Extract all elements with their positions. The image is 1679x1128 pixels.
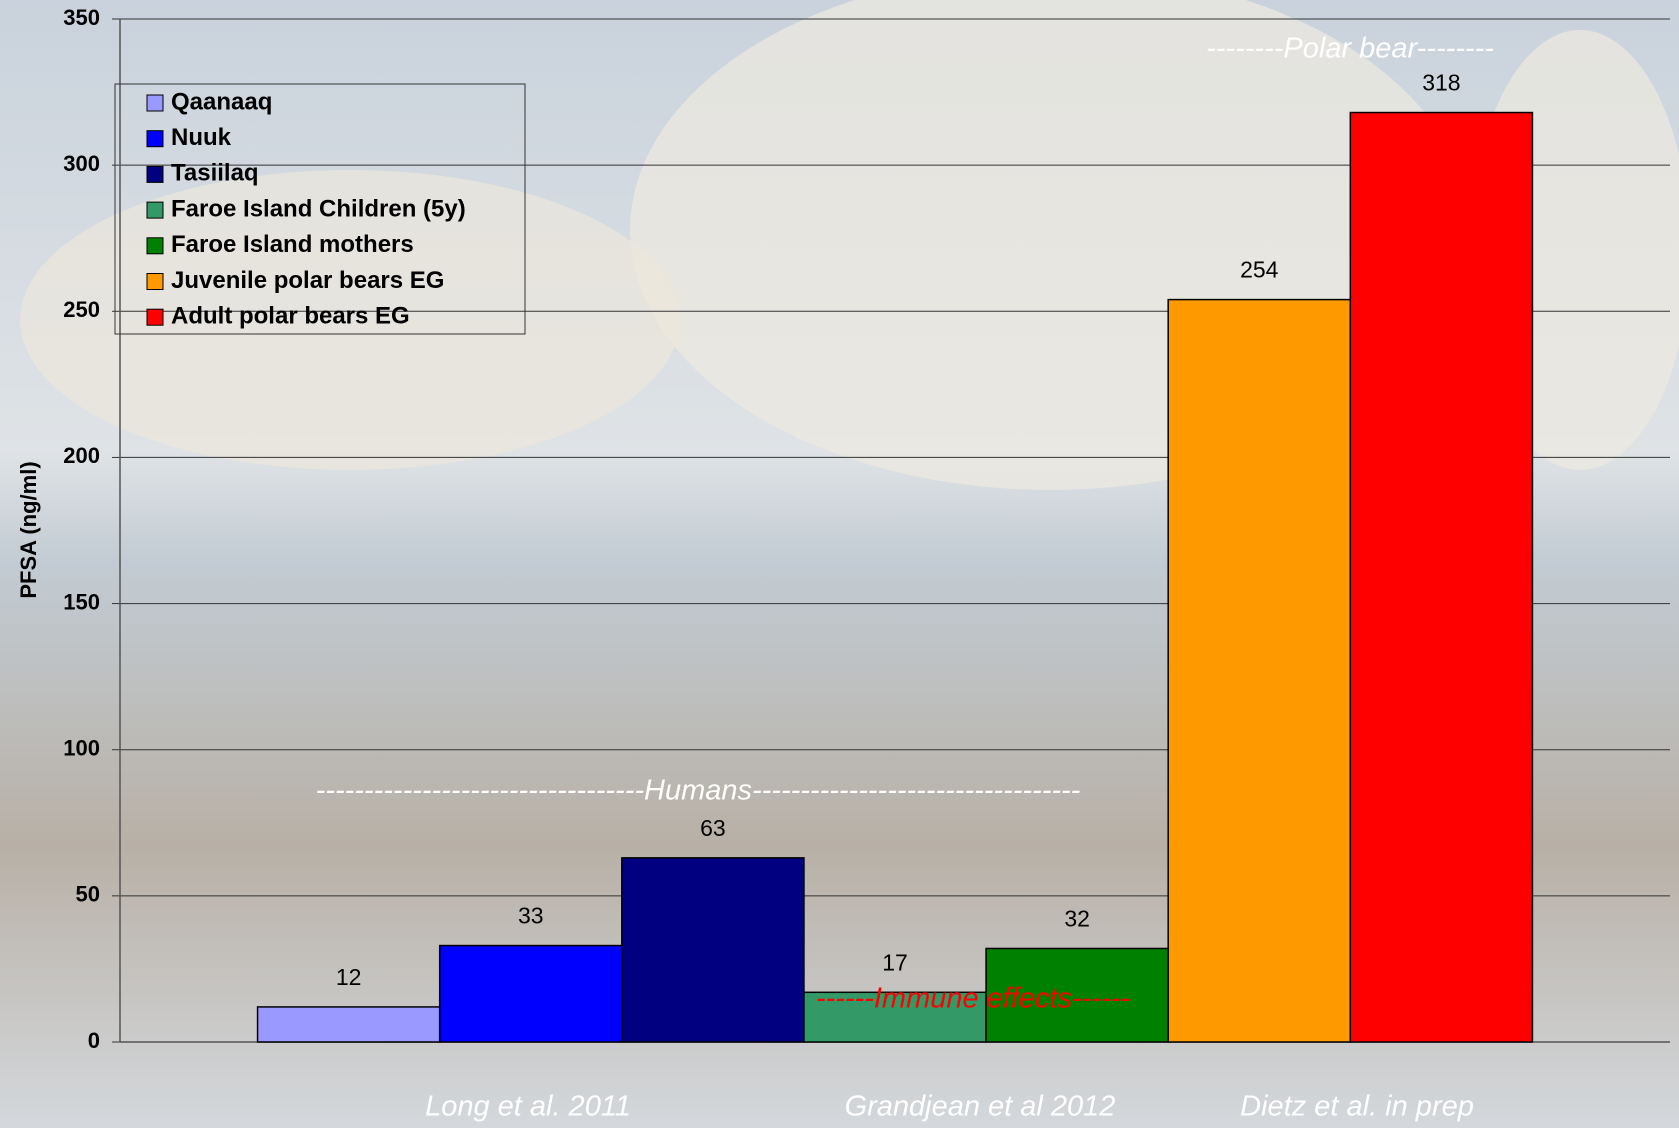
annotation: ----------------------------------Humans… bbox=[316, 775, 1081, 807]
legend-label: Nuuk bbox=[171, 124, 232, 151]
bar bbox=[256, 1006, 441, 1043]
bear-shape bbox=[20, 170, 680, 470]
legend-swatch bbox=[146, 273, 164, 290]
y-tick-label: 200 bbox=[63, 443, 100, 468]
y-tick-label: 50 bbox=[76, 882, 100, 907]
legend-swatch bbox=[146, 237, 164, 255]
legend-swatch bbox=[146, 165, 164, 183]
legend-swatch bbox=[146, 308, 164, 326]
legend-swatch bbox=[146, 130, 164, 148]
legend-label: Qaanaaq bbox=[171, 88, 272, 115]
bar bbox=[621, 857, 805, 1043]
group-label: Long et al. 2011 bbox=[425, 1091, 631, 1123]
legend-box bbox=[114, 83, 526, 335]
value-label: 17 bbox=[882, 949, 908, 975]
y-tick-label: 0 bbox=[88, 1028, 100, 1053]
y-tick-label: 100 bbox=[63, 736, 100, 761]
legend-label: Adult polar bears EG bbox=[171, 303, 410, 330]
y-tick-label: 250 bbox=[63, 297, 100, 322]
value-label: 32 bbox=[1064, 906, 1090, 932]
legend-label: Juvenile polar bears EG bbox=[171, 267, 444, 294]
value-label: 254 bbox=[1240, 257, 1279, 283]
bar bbox=[438, 944, 623, 1043]
bar bbox=[985, 947, 1169, 1043]
legend-label: Faroe Island Children (5y) bbox=[171, 195, 466, 222]
bar bbox=[803, 991, 987, 1043]
legend-label: Faroe Island mothers bbox=[171, 231, 414, 258]
legend-label: Tasiilaq bbox=[171, 160, 259, 187]
annotation: ------Immune effects------ bbox=[816, 983, 1130, 1015]
value-label: 318 bbox=[1422, 70, 1460, 96]
y-tick-label: 350 bbox=[63, 5, 100, 30]
value-label: 12 bbox=[336, 964, 362, 990]
value-label: 63 bbox=[700, 815, 726, 841]
group-label: Grandjean et al 2012 bbox=[845, 1091, 1116, 1123]
bar bbox=[1167, 298, 1352, 1043]
legend-swatch bbox=[146, 201, 164, 219]
bar bbox=[1349, 111, 1534, 1043]
legend-swatch bbox=[146, 94, 164, 112]
annotation: --------Polar bear-------- bbox=[1206, 33, 1494, 65]
value-label: 33 bbox=[518, 903, 544, 929]
y-axis-label: PFSA (ng/ml) bbox=[16, 461, 41, 598]
y-tick-label: 150 bbox=[63, 589, 100, 614]
group-label: Dietz et al. in prep bbox=[1240, 1091, 1474, 1123]
y-tick-label: 300 bbox=[63, 151, 100, 176]
